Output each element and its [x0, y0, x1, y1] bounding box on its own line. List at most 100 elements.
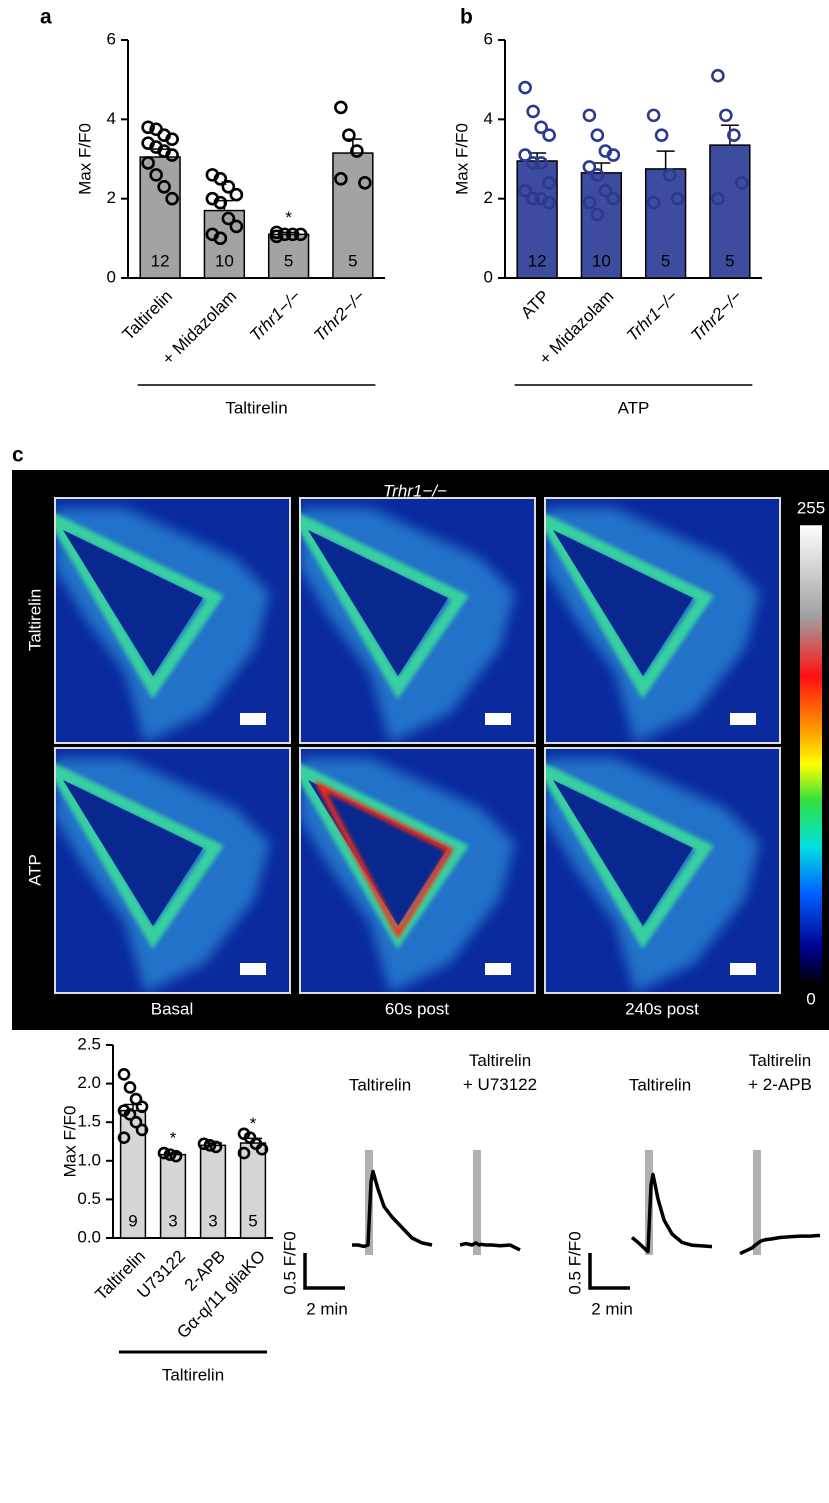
n-label: 5: [348, 251, 357, 270]
n-label: 9: [128, 1211, 137, 1230]
scale-bar: [485, 713, 511, 725]
panel-letter: c: [12, 444, 24, 467]
significance-star: *: [221, 176, 228, 195]
data-point: [648, 110, 659, 121]
n-label: 12: [528, 251, 547, 270]
scale-bar-y-label: 0.5 F/F0: [565, 1231, 584, 1294]
data-point: [544, 130, 555, 141]
panel-letter: e: [290, 1010, 302, 1033]
group-label: Taltirelin: [162, 1365, 224, 1384]
scale-bar: [305, 1253, 345, 1288]
data-point: [119, 1069, 129, 1079]
calcium-image: [55, 498, 290, 743]
trace-label: Taltirelin: [629, 1075, 691, 1094]
panel-letter: f: [580, 1010, 588, 1033]
trace: [632, 1175, 712, 1252]
data-point: [528, 106, 539, 117]
scale-bar-y-label: 0.5 F/F0: [280, 1231, 299, 1294]
error-bar: [721, 125, 739, 145]
significance-star: *: [285, 208, 292, 227]
panel-letter: a: [40, 6, 52, 29]
y-axis-label: Max F/F0: [60, 1106, 79, 1178]
colorbar-tick-label: 255: [797, 498, 825, 517]
scale-bar: [485, 963, 511, 975]
data-point: [125, 1082, 135, 1092]
y-tick-label: 1.0: [77, 1150, 101, 1169]
figure: a0246Max F/F012Taltirelin10*+ Midazolam5…: [0, 0, 829, 1503]
y-tick-label: 0.0: [77, 1227, 101, 1246]
y-axis-label: Max F/F0: [75, 123, 94, 195]
colorbar-tick-label: 0: [806, 989, 815, 1008]
x-tick-label: ATP: [517, 287, 553, 323]
n-label: 10: [592, 251, 611, 270]
y-tick-label: 2: [107, 188, 116, 207]
n-label: 12: [151, 251, 170, 270]
trace: [460, 1243, 520, 1250]
stimulus-bar: [473, 1150, 481, 1255]
y-tick-label: 6: [107, 29, 116, 48]
trace: [740, 1235, 820, 1253]
data-point: [712, 70, 723, 81]
data-point: [720, 110, 731, 121]
calcium-image: [300, 748, 535, 993]
stimulus-bar: [753, 1150, 761, 1255]
n-label: 10: [215, 251, 234, 270]
y-tick-label: 6: [484, 29, 493, 48]
x-tick-label: Taltirelin: [119, 287, 177, 345]
group-label: ATP: [618, 398, 650, 417]
error-bar: [657, 151, 675, 169]
y-tick-label: 2.0: [77, 1073, 101, 1092]
n-label: 5: [248, 1211, 257, 1230]
y-tick-label: 2: [484, 188, 493, 207]
row-label: ATP: [25, 854, 44, 886]
trace-label: Taltirelin: [349, 1075, 411, 1094]
panel-letter: b: [460, 6, 473, 29]
scale-bar-x-label: 2 min: [591, 1299, 633, 1318]
trace-label: Taltirelin+ 2-APB: [748, 1051, 812, 1094]
n-label: 5: [661, 251, 670, 270]
group-label: Taltirelin: [225, 398, 287, 417]
scale-bar-x-label: 2 min: [306, 1299, 348, 1318]
y-tick-label: 0.5: [77, 1189, 101, 1208]
scale-bar: [590, 1253, 630, 1288]
y-axis-label: Max F/F0: [452, 123, 471, 195]
data-point: [584, 110, 595, 121]
y-tick-label: 1.5: [77, 1112, 101, 1131]
y-tick-label: 0: [484, 267, 493, 286]
significance-star: *: [250, 1114, 257, 1133]
x-tick-label: Trhr1−/−: [246, 287, 305, 346]
column-label: Basal: [151, 999, 194, 1018]
colorbar: [800, 525, 822, 985]
n-label: 5: [725, 251, 734, 270]
calcium-image: [545, 498, 780, 743]
data-point: [335, 102, 346, 113]
scale-bar: [240, 963, 266, 975]
calcium-image: [545, 748, 780, 993]
scale-bar: [730, 713, 756, 725]
x-tick-label: Trhr1−/−: [623, 287, 682, 346]
n-label: 3: [208, 1211, 217, 1230]
x-tick-label: Trhr2−/−: [687, 287, 746, 346]
trace-label: Taltirelin+ U73122: [463, 1051, 537, 1094]
x-tick-label: Trhr2−/−: [310, 287, 369, 346]
scale-bar: [730, 963, 756, 975]
n-label: 5: [284, 251, 293, 270]
data-point: [656, 130, 667, 141]
calcium-image: [55, 748, 290, 993]
calcium-image: [300, 498, 535, 743]
y-tick-label: 4: [484, 109, 493, 128]
trace: [352, 1172, 432, 1247]
n-label: 3: [168, 1211, 177, 1230]
row-label: Taltirelin: [25, 589, 44, 651]
significance-star: *: [170, 1129, 177, 1148]
data-point: [520, 82, 531, 93]
panel-letter: d: [12, 1010, 25, 1033]
column-label: 240s post: [625, 999, 699, 1018]
y-tick-label: 4: [107, 109, 116, 128]
data-point: [592, 130, 603, 141]
y-tick-label: 2.5: [77, 1034, 101, 1053]
scale-bar: [240, 713, 266, 725]
data-point: [231, 189, 242, 200]
column-label: 60s post: [385, 999, 450, 1018]
y-tick-label: 0: [107, 267, 116, 286]
